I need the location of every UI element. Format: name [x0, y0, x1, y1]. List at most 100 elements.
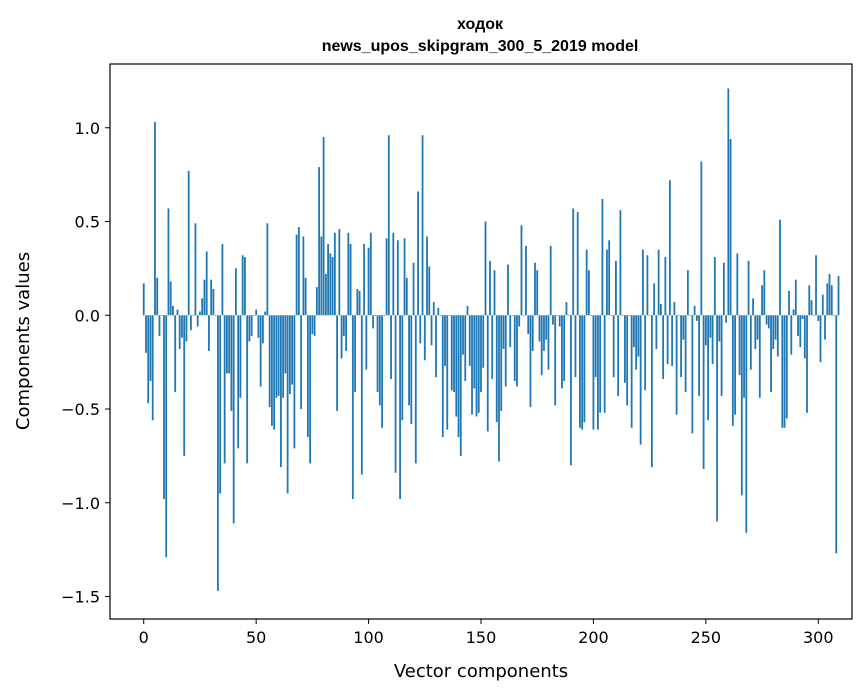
bar-34 [219, 315, 222, 494]
bar-152 [484, 221, 487, 316]
bar-30 [210, 279, 213, 316]
bar-261 [729, 139, 732, 316]
bar-273 [756, 315, 759, 340]
bar-145 [468, 315, 471, 366]
bar-8 [160, 315, 163, 316]
bar-219 [635, 315, 638, 370]
bar-4 [151, 315, 154, 421]
bar-89 [342, 315, 345, 336]
bar-55 [266, 223, 269, 316]
bar-264 [736, 253, 739, 316]
bar-12 [169, 281, 172, 316]
bar-57 [270, 315, 273, 426]
bar-15 [176, 309, 179, 316]
bar-212 [619, 210, 622, 316]
bar-76 [313, 315, 316, 336]
bar-256 [718, 315, 721, 342]
bar-2 [147, 315, 150, 404]
bar-258 [722, 262, 725, 316]
y-tick-label: 0.0 [75, 306, 100, 325]
bar-140 [457, 315, 460, 438]
bar-10 [165, 315, 168, 558]
bar-157 [495, 315, 498, 423]
bar-182 [552, 315, 554, 325]
bar-174 [534, 262, 536, 316]
bar-67 [293, 315, 296, 449]
bar-117 [405, 277, 408, 316]
bar-72 [304, 277, 307, 316]
bar-119 [410, 315, 413, 424]
bar-209 [612, 315, 615, 378]
bar-82 [327, 244, 329, 316]
bar-179 [545, 315, 548, 340]
bar-226 [650, 315, 653, 468]
bar-218 [633, 315, 635, 348]
bar-302 [821, 294, 824, 316]
bar-95 [356, 289, 359, 316]
bar-109 [387, 135, 390, 316]
bar-88 [340, 315, 343, 359]
bar-104 [376, 315, 379, 393]
bar-291 [797, 315, 799, 336]
bar-90 [345, 315, 347, 351]
bar-277 [765, 315, 768, 325]
bar-87 [338, 229, 341, 316]
bar-229 [657, 249, 660, 316]
bar-276 [763, 270, 766, 316]
bar-85 [333, 232, 336, 316]
bar-40 [232, 315, 235, 524]
chart-subtitle: news_upos_skipgram_300_5_2019 model [322, 38, 639, 55]
bar-131 [437, 307, 440, 316]
bar-289 [792, 309, 795, 316]
bar-106 [381, 315, 383, 428]
bar-53 [262, 315, 264, 344]
bar-284 [781, 315, 784, 428]
x-tick-label: 150 [466, 628, 497, 647]
bar-295 [806, 315, 808, 413]
bar-5 [154, 122, 156, 316]
bar-141 [459, 315, 462, 456]
bar-168 [520, 225, 523, 316]
bar-252 [709, 315, 712, 338]
bar-44 [241, 255, 244, 316]
bar-108 [385, 238, 388, 316]
bar-150 [480, 315, 482, 393]
bar-165 [513, 315, 516, 381]
bar-45 [244, 257, 246, 316]
bar-166 [516, 315, 518, 387]
bar-282 [776, 315, 779, 357]
bar-81 [324, 274, 327, 316]
bar-78 [318, 167, 321, 316]
bar-92 [349, 244, 352, 316]
bar-156 [493, 270, 496, 316]
bar-35 [221, 244, 224, 316]
bar-94 [354, 315, 356, 393]
bar-207 [608, 240, 611, 316]
bar-195 [581, 315, 584, 430]
bar-0 [142, 283, 145, 316]
bar-249 [702, 315, 705, 469]
bar-77 [315, 287, 318, 316]
bar-248 [700, 161, 703, 316]
bar-278 [767, 315, 770, 329]
bar-143 [464, 315, 467, 381]
bar-102 [372, 315, 374, 329]
bar-137 [450, 315, 453, 391]
x-tick-label: 300 [803, 628, 834, 647]
bar-62 [282, 315, 285, 398]
axes-group: 0 50 100 150 200 250 300 −1.5 −1.0 −0.5 0.0 0.5 1.0 [61, 119, 833, 647]
bar-260 [727, 88, 730, 316]
bar-56 [268, 315, 271, 408]
bar-235 [671, 315, 674, 366]
bar-280 [772, 315, 775, 349]
bar-142 [462, 315, 464, 355]
bar-204 [601, 199, 604, 316]
bar-97 [360, 315, 363, 475]
bar-176 [538, 315, 541, 342]
bar-243 [689, 315, 692, 316]
bar-103 [374, 315, 377, 316]
bar-216 [628, 315, 631, 316]
bar-292 [799, 315, 802, 348]
bar-69 [297, 227, 300, 316]
bar-231 [662, 315, 665, 379]
